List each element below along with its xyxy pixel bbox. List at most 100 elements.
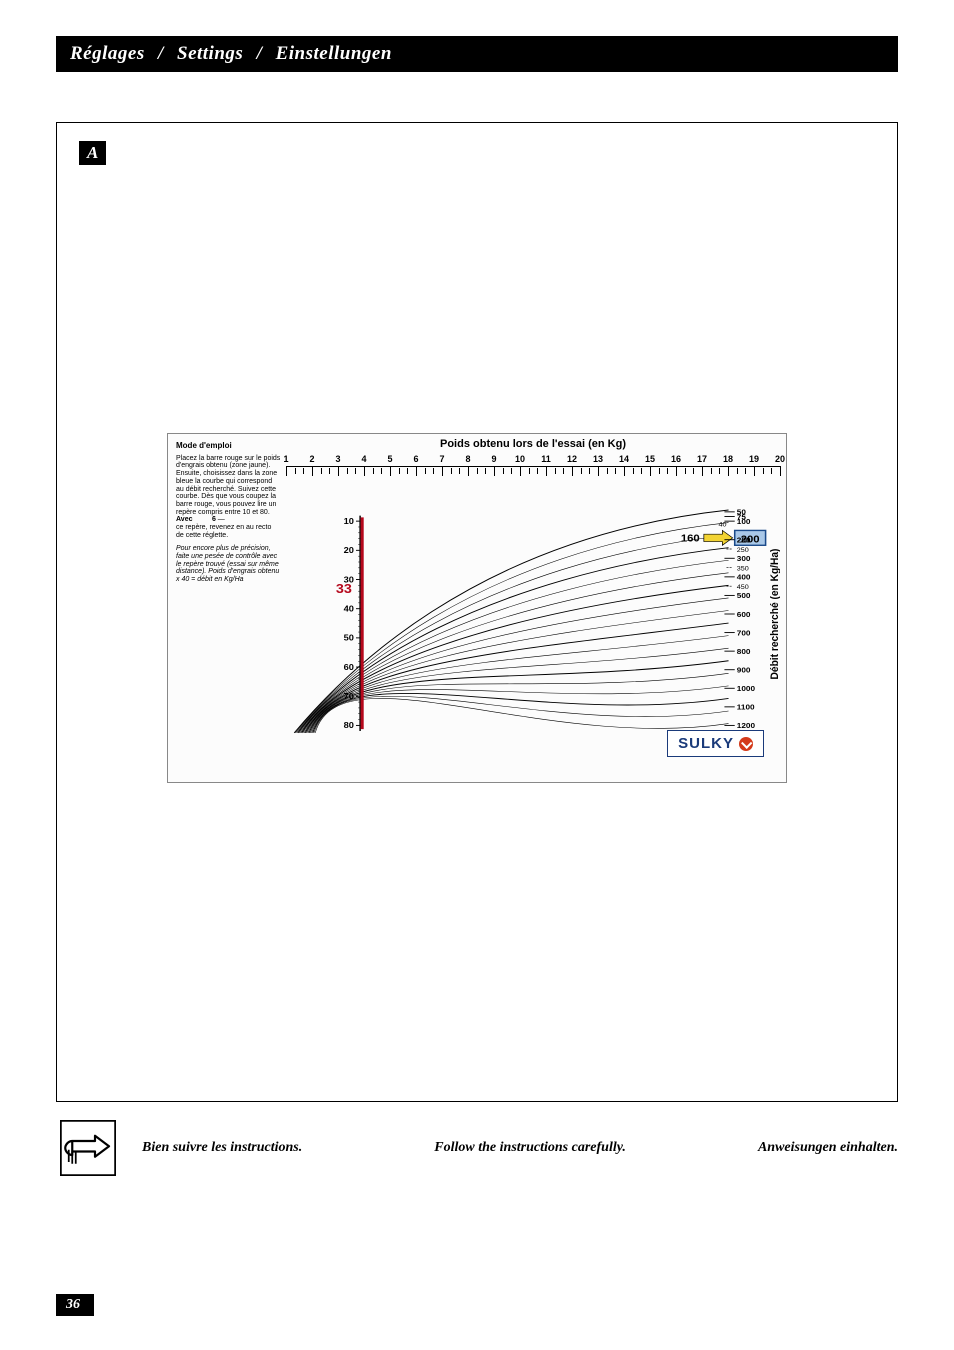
ruler-tick-minor — [329, 468, 330, 474]
ruler-tick-major — [312, 466, 313, 476]
ruler-tick-minor — [503, 468, 504, 474]
curves-svg: 1020304050607080 33 20016040 50751002003… — [286, 484, 780, 744]
ruler-tick-minor — [771, 468, 772, 474]
ruler-tick-minor — [381, 468, 382, 474]
ruler-tick-major — [286, 466, 287, 476]
ruler-tick-major — [650, 466, 651, 476]
ruler-label: 20 — [775, 454, 785, 464]
ruler-tick-major — [598, 466, 599, 476]
side-scale-label: 60 — [344, 662, 354, 671]
chart-area: Poids obtenu lors de l'essai (en Kg) 12 3… — [286, 438, 780, 773]
ruler-tick-major — [494, 466, 495, 476]
instructions-para-1: Placez la barre rouge sur le poids d'eng… — [176, 455, 281, 540]
curves-group — [294, 510, 728, 733]
nomogram-curve — [315, 698, 728, 732]
page-number: 36 — [56, 1294, 94, 1316]
ruler-tick-minor — [737, 468, 738, 474]
ruler-tick-minor — [615, 468, 616, 474]
ruler-label: 12 — [567, 454, 577, 464]
ruler-label: 3 — [335, 454, 340, 464]
ruler-tick-major — [676, 466, 677, 476]
ruler-tick-major — [364, 466, 365, 476]
ruler-tick-minor — [641, 468, 642, 474]
ruler-label: 13 — [593, 454, 603, 464]
sulky-logo: SULKY — [667, 730, 764, 757]
ruler-tick-major — [442, 466, 443, 476]
ruler-tick-minor — [477, 468, 478, 474]
ruler-tick-minor — [719, 468, 720, 474]
pointing-finger-icon — [60, 1120, 116, 1176]
chart-title: Poids obtenu lors de l'essai (en Kg) — [286, 438, 780, 450]
instructions-para-1b: ce repère, revenez en au recto de cette … — [176, 524, 271, 539]
ruler-tick-minor — [373, 468, 374, 474]
svg-text:450: 450 — [737, 584, 749, 591]
side-scale-label: 40 — [344, 604, 354, 613]
header-title-de: Einstellungen — [276, 43, 392, 64]
side-scale-label: 10 — [344, 516, 354, 525]
debit-label: 500 — [737, 592, 751, 601]
ruler-tick-minor — [303, 468, 304, 474]
ruler-tick-minor — [425, 468, 426, 474]
ruler-label: 19 — [749, 454, 759, 464]
debit-label: 700 — [737, 629, 751, 638]
ruler-tick-major — [572, 466, 573, 476]
ruler-tick-minor — [633, 468, 634, 474]
avec-value: 6 — [212, 516, 216, 523]
ruler-label: 15 — [645, 454, 655, 464]
svg-text:40: 40 — [718, 522, 726, 529]
side-scale-label: 20 — [344, 546, 354, 555]
red-bar-value: 33 — [336, 582, 352, 596]
nomogram-curve — [303, 598, 729, 733]
side-scale-label: 50 — [344, 633, 354, 642]
debit-label: 100 — [737, 517, 751, 526]
debit-label: 800 — [737, 647, 751, 656]
nomogram-curve — [308, 648, 729, 733]
side-scale-label: 70 — [344, 691, 354, 700]
instructions-column: Mode d'emploi Placez la barre rouge sur … — [176, 442, 281, 584]
ruler-tick-major — [702, 466, 703, 476]
ruler-tick-minor — [537, 468, 538, 474]
ruler-tick-minor — [511, 468, 512, 474]
highlight-group: 20016040 — [681, 522, 766, 545]
side-scale-label: 80 — [344, 721, 354, 730]
ruler-tick-minor — [321, 468, 322, 474]
debit-label: 300 — [737, 554, 751, 563]
ruler-label: 6 — [413, 454, 418, 464]
debit-label: 1000 — [737, 684, 756, 693]
ruler-tick-minor — [563, 468, 564, 474]
ruler-label: 14 — [619, 454, 629, 464]
ruler-tick-major — [728, 466, 729, 476]
ruler-tick-minor — [581, 468, 582, 474]
debit-label: 600 — [737, 610, 751, 619]
ruler-label: 5 — [387, 454, 392, 464]
section-tag: A — [79, 141, 106, 165]
mode-title: Mode d'emploi — [176, 442, 281, 451]
ruler-label: 4 — [361, 454, 366, 464]
debit-label: 1100 — [737, 703, 756, 712]
debit-label: 400 — [737, 573, 751, 582]
ruler-tick-major — [754, 466, 755, 476]
ruler-tick-minor — [685, 468, 686, 474]
ruler-tick-major — [390, 466, 391, 476]
top-ruler: 1234567891011121314151617181920 — [286, 454, 780, 478]
footer-row: Bien suivre les instructions. Follow the… — [56, 1120, 898, 1176]
ruler-tick-minor — [667, 468, 668, 474]
ruler-tick-minor — [399, 468, 400, 474]
ruler-tick-minor — [659, 468, 660, 474]
ruler-label: 11 — [541, 454, 551, 464]
ruler-tick-minor — [693, 468, 694, 474]
ruler-tick-minor — [433, 468, 434, 474]
ruler-tick-minor — [459, 468, 460, 474]
main-frame: A Mode d'emploi Placez la barre rouge su… — [56, 122, 898, 1102]
ruler-tick-major — [416, 466, 417, 476]
debit-label: 900 — [737, 666, 751, 675]
ruler-tick-minor — [485, 468, 486, 474]
svg-text:250: 250 — [737, 547, 749, 554]
nomogram-curve — [313, 693, 729, 732]
footer-de: Anweisungen einhalten. — [758, 1139, 898, 1157]
ruler-label: 7 — [439, 454, 444, 464]
header-sep-1: / — [158, 43, 164, 64]
ruler-label: 9 — [491, 454, 496, 464]
ruler-tick-minor — [295, 468, 296, 474]
nomogram-curve — [300, 573, 728, 733]
